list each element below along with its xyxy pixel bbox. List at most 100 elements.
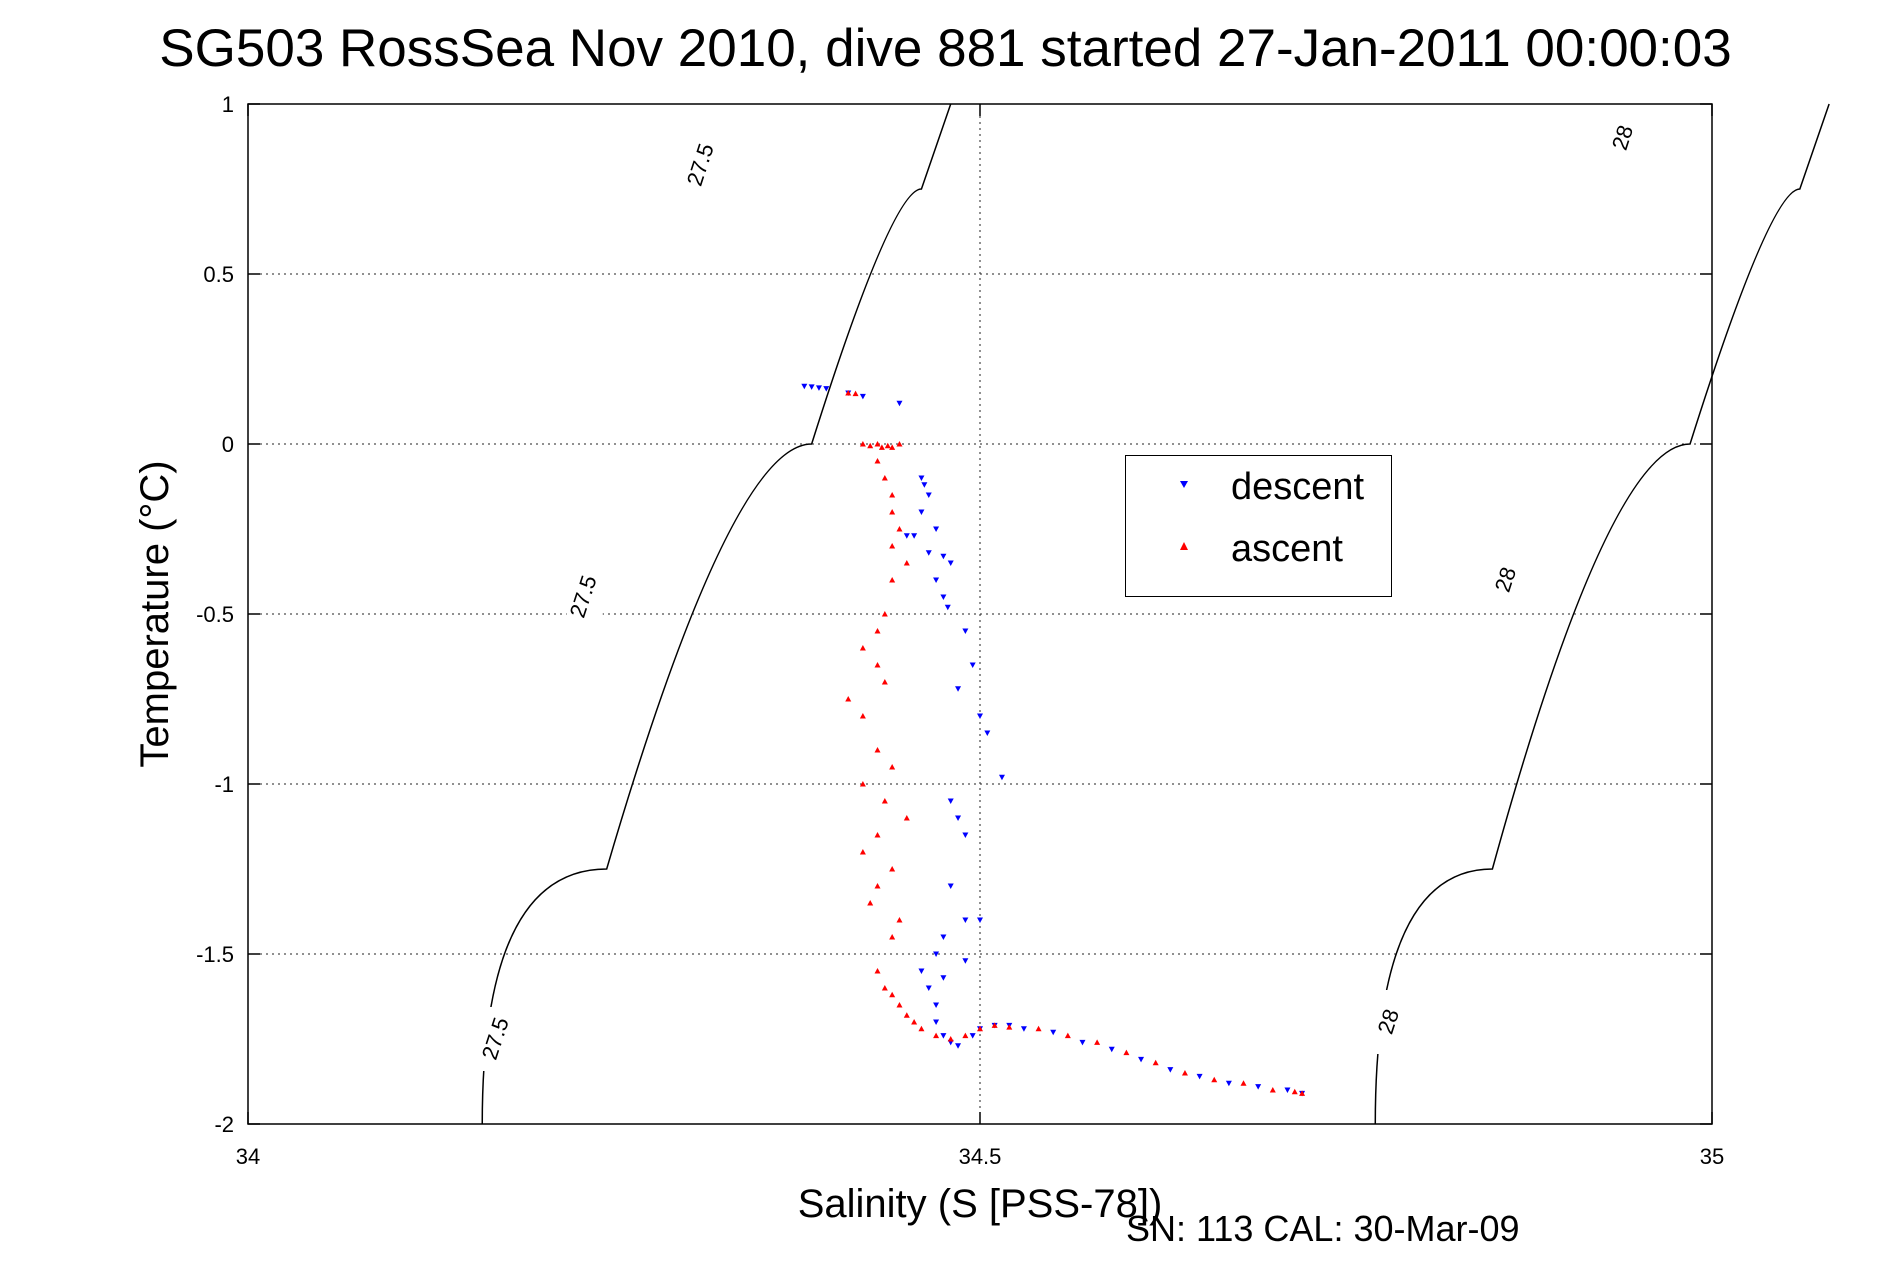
descent-point: [925, 492, 932, 498]
descent-point: [823, 386, 830, 392]
ascent-point: [1152, 1059, 1159, 1066]
descent-point: [962, 958, 969, 964]
contour-label-bg: [478, 1007, 515, 1071]
ascent-point: [874, 458, 881, 464]
descent-point: [933, 1002, 940, 1008]
ascent-point: [889, 764, 896, 770]
ascent-point: [889, 444, 896, 450]
descent-point: [977, 713, 983, 719]
y-axis-label: Temperature (°C): [133, 460, 177, 767]
contour-label-bg: [1489, 548, 1526, 612]
ascent-point: [852, 390, 859, 397]
ascent-point: [881, 475, 888, 481]
contour-label-bg: [1606, 106, 1643, 170]
ascent-point: [859, 781, 866, 787]
ascent-point: [947, 1036, 954, 1042]
ascent-point: [874, 628, 881, 634]
ascent-point: [962, 1032, 969, 1039]
isopycnal-line-28: [1374, 103, 1830, 1125]
y-tick-label: -0.5: [196, 602, 234, 627]
legend-item-descent: descent: [1126, 456, 1391, 516]
descent-point: [944, 604, 951, 611]
axis-ticks: 34 34.5 35 1 0.5 0 -0.5 -1 -1.5 -2: [196, 92, 1724, 1169]
descent-point: [940, 975, 947, 981]
descent-point: [933, 526, 940, 532]
ascent-point: [1064, 1032, 1071, 1039]
serial-calibration-note: SN: 113 CAL: 30-Mar-09: [1126, 1208, 1520, 1249]
ascent-point: [867, 442, 874, 449]
ascent-point: [874, 968, 881, 974]
descent-point: [801, 383, 808, 390]
ascent-point: [881, 679, 888, 685]
descent-point: [962, 832, 969, 838]
descent-point: [969, 1033, 976, 1039]
legend: descent ascent: [1125, 455, 1392, 597]
descent-point: [955, 1043, 962, 1049]
y-tick-label: -2: [214, 1112, 234, 1137]
ascent-point: [889, 543, 896, 549]
descent-point: [808, 384, 815, 390]
descent-point: [1167, 1067, 1174, 1073]
data-points: [801, 383, 1306, 1097]
descent-point: [962, 917, 969, 923]
ascent-point: [911, 1019, 918, 1025]
descent-point: [1225, 1080, 1232, 1087]
ascent-point: [867, 900, 874, 906]
ascent-point: [874, 832, 881, 838]
ascent-point: [881, 611, 888, 617]
descent-point: [1138, 1056, 1145, 1063]
contour-label-bg: [1371, 990, 1408, 1054]
ascent-point: [896, 441, 903, 447]
ascent-point: [874, 747, 881, 753]
ascent-point: [889, 577, 896, 583]
x-axis-label: Salinity (S [PSS-78]): [798, 1182, 1163, 1226]
descent-point: [925, 985, 932, 991]
descent-point: [918, 509, 925, 515]
descent-point: [940, 1033, 947, 1039]
y-tick-label: 1: [222, 92, 234, 117]
descent-point: [925, 550, 932, 556]
descent-point: [911, 533, 918, 539]
ascent-point: [1006, 1024, 1013, 1030]
ascent-point: [896, 917, 903, 923]
descent-point: [947, 560, 954, 566]
ascent-point: [889, 509, 896, 515]
ascent-point: [881, 985, 888, 991]
legend-marker-descent: [1180, 481, 1188, 488]
descent-point: [933, 951, 940, 957]
legend-label-ascent: ascent: [1231, 528, 1343, 570]
descent-point: [955, 815, 962, 821]
isopycnal-line-27.5: [481, 103, 952, 1125]
descent-point: [940, 934, 947, 940]
descent-point: [962, 628, 969, 634]
descent-point: [998, 774, 1005, 781]
contour-label-bg: [683, 133, 720, 198]
ascent-point: [859, 441, 866, 447]
ascent-point: [889, 934, 896, 940]
ascent-point: [878, 444, 885, 450]
ascent-point: [874, 662, 881, 668]
descent-point: [896, 400, 903, 407]
ascent-point: [845, 390, 852, 396]
descent-point: [1020, 1026, 1027, 1032]
ascent-point: [845, 696, 852, 702]
y-tick-label: 0.5: [203, 262, 234, 287]
ascent-point: [933, 1032, 940, 1039]
x-tick-label: 34: [236, 1144, 260, 1169]
ascent-point: [903, 1012, 910, 1018]
ascent-point: [1094, 1039, 1101, 1045]
legend-label-descent: descent: [1231, 466, 1365, 508]
ascent-point: [896, 1002, 903, 1008]
descent-point: [933, 577, 940, 583]
descent-point: [947, 798, 954, 804]
descent-point: [859, 393, 866, 400]
ascent-point: [859, 713, 866, 719]
ascent-point: [889, 866, 896, 872]
descent-point: [918, 968, 925, 974]
descent-point: [1079, 1039, 1086, 1046]
ascent-point: [896, 526, 903, 532]
y-tick-label: -1: [214, 772, 234, 797]
legend-item-ascent: ascent: [1126, 518, 1391, 578]
x-tick-label: 35: [1700, 1144, 1724, 1169]
